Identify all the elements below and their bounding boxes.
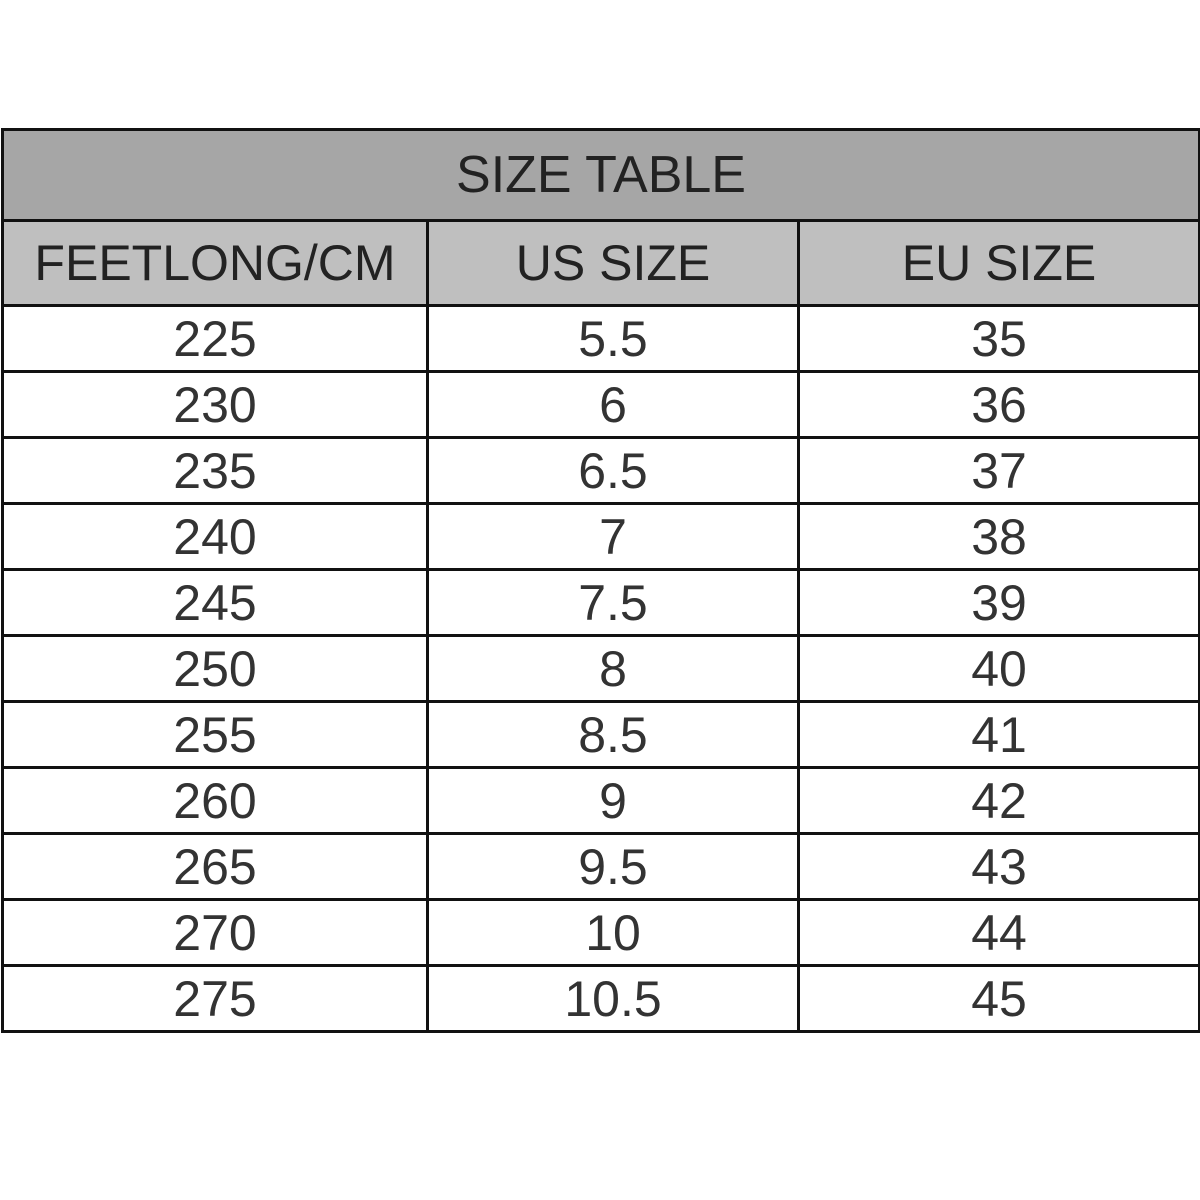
- us-size-cell: 8: [426, 634, 800, 703]
- title-row: SIZE TABLE: [1, 128, 1200, 222]
- feetlong-cell: 255: [1, 700, 429, 769]
- eu-size-cell: 36: [797, 370, 1200, 439]
- table-row: 235 6.5 37: [1, 436, 1200, 505]
- eu-size-cell: 35: [797, 304, 1200, 373]
- feetlong-cell: 245: [1, 568, 429, 637]
- eu-size-cell: 40: [797, 634, 1200, 703]
- eu-size-cell: 39: [797, 568, 1200, 637]
- us-size-cell: 6: [426, 370, 800, 439]
- table-row: 245 7.5 39: [1, 568, 1200, 637]
- eu-size-cell: 45: [797, 964, 1200, 1033]
- us-size-cell: 10: [426, 898, 800, 967]
- feetlong-cell: 235: [1, 436, 429, 505]
- table-row: 270 10 44: [1, 898, 1200, 967]
- header-us-size: US SIZE: [426, 219, 800, 307]
- eu-size-cell: 44: [797, 898, 1200, 967]
- table-row: 240 7 38: [1, 502, 1200, 571]
- us-size-cell: 7: [426, 502, 800, 571]
- table-title: SIZE TABLE: [1, 128, 1200, 222]
- feetlong-cell: 265: [1, 832, 429, 901]
- feetlong-cell: 230: [1, 370, 429, 439]
- feetlong-cell: 260: [1, 766, 429, 835]
- feetlong-cell: 270: [1, 898, 429, 967]
- table-row: 250 8 40: [1, 634, 1200, 703]
- us-size-cell: 7.5: [426, 568, 800, 637]
- feetlong-cell: 275: [1, 964, 429, 1033]
- table-row: 260 9 42: [1, 766, 1200, 835]
- eu-size-cell: 42: [797, 766, 1200, 835]
- table-row: 265 9.5 43: [1, 832, 1200, 901]
- header-eu-size: EU SIZE: [797, 219, 1200, 307]
- table-row: 275 10.5 45: [1, 964, 1200, 1033]
- size-table: SIZE TABLE FEETLONG/CM US SIZE EU SIZE 2…: [1, 128, 1200, 1033]
- feetlong-cell: 250: [1, 634, 429, 703]
- us-size-cell: 10.5: [426, 964, 800, 1033]
- eu-size-cell: 41: [797, 700, 1200, 769]
- eu-size-cell: 43: [797, 832, 1200, 901]
- feetlong-cell: 225: [1, 304, 429, 373]
- header-feetlong: FEETLONG/CM: [1, 219, 429, 307]
- eu-size-cell: 38: [797, 502, 1200, 571]
- us-size-cell: 5.5: [426, 304, 800, 373]
- header-row: FEETLONG/CM US SIZE EU SIZE: [1, 219, 1200, 307]
- table-row: 230 6 36: [1, 370, 1200, 439]
- us-size-cell: 8.5: [426, 700, 800, 769]
- us-size-cell: 6.5: [426, 436, 800, 505]
- us-size-cell: 9: [426, 766, 800, 835]
- table-row: 225 5.5 35: [1, 304, 1200, 373]
- table-row: 255 8.5 41: [1, 700, 1200, 769]
- eu-size-cell: 37: [797, 436, 1200, 505]
- us-size-cell: 9.5: [426, 832, 800, 901]
- feetlong-cell: 240: [1, 502, 429, 571]
